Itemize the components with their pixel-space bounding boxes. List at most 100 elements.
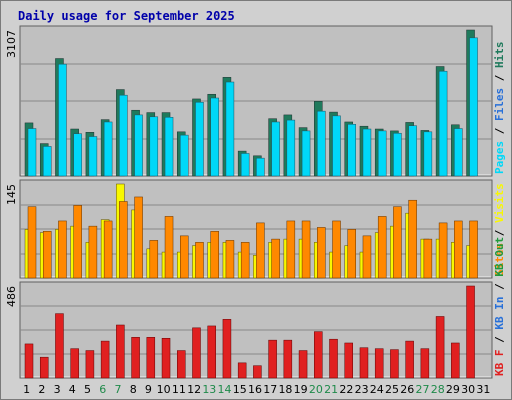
bar-sites-18 — [286, 220, 296, 279]
bar-kbf-26 — [405, 340, 414, 379]
bar-sites-13 — [210, 231, 219, 279]
x-tick-label: 21 — [324, 383, 338, 396]
bar-kbf-8 — [131, 337, 140, 379]
bar-kbf-30 — [466, 285, 475, 379]
bar-sites-4 — [73, 205, 82, 279]
x-tick-label: 11 — [172, 383, 186, 396]
bar-pages-30 — [469, 37, 478, 177]
bar-sites-5 — [88, 225, 98, 279]
bar-pages-17 — [271, 121, 280, 177]
bar-sites-16 — [256, 222, 265, 279]
bar-kbf-15 — [237, 362, 247, 379]
x-tick-label: 23 — [355, 383, 369, 396]
x-tick-label: 18 — [278, 383, 292, 396]
x-tick-label: 15 — [233, 383, 247, 396]
bar-pages-11 — [180, 134, 189, 177]
bar-sites-24 — [377, 216, 387, 279]
x-tick-label: 25 — [385, 383, 399, 396]
legend-segment: Hits — [493, 42, 506, 69]
bar-kbf-13 — [207, 325, 216, 379]
bar-kbf-4 — [70, 348, 79, 379]
x-tick-label: 14 — [218, 383, 232, 396]
bar-pages-21 — [332, 115, 341, 177]
bar-sites-30 — [469, 220, 478, 279]
bar-pages-14 — [225, 81, 235, 177]
bar-pages-6 — [103, 121, 113, 177]
bar-pages-22 — [347, 124, 356, 177]
bar-kbf-6 — [100, 340, 110, 379]
bar-pages-27 — [423, 131, 433, 177]
bar-pages-18 — [286, 119, 296, 177]
legend-segment: Files — [493, 88, 506, 121]
bar-pages-2 — [42, 146, 52, 177]
bar-kbf-18 — [283, 339, 293, 379]
legend-label: Pages / Files / Hits — [493, 42, 506, 175]
bar-sites-28 — [438, 222, 448, 279]
chart-title: Daily usage for September 2025 — [18, 9, 235, 23]
legend-segment: KB Out — [493, 237, 506, 277]
bar-pages-13 — [210, 97, 219, 177]
x-tick-label: 13 — [202, 383, 216, 396]
bar-sites-19 — [301, 220, 311, 279]
bar-kbf-7 — [116, 324, 125, 379]
panel-visits-sites: 145 Sites / Visits — [5, 179, 506, 279]
bar-sites-25 — [393, 206, 402, 279]
bar-kbf-9 — [146, 337, 156, 379]
x-tick-label: 28 — [431, 383, 445, 396]
bar-sites-23 — [362, 235, 372, 279]
bar-kbf-19 — [298, 350, 308, 379]
bar-pages-10 — [164, 117, 174, 177]
bar-kbf-21 — [329, 338, 338, 379]
bar-pages-29 — [454, 128, 463, 177]
bar-pages-5 — [88, 136, 98, 177]
bar-sites-29 — [454, 220, 463, 279]
bar-sites-26 — [408, 199, 417, 279]
bar-kbf-20 — [314, 331, 323, 379]
x-tick-label: 8 — [130, 383, 137, 396]
bar-kbf-24 — [374, 348, 384, 379]
x-tick-label: 5 — [84, 383, 91, 396]
x-tick-label: 9 — [145, 383, 152, 396]
bar-pages-24 — [377, 130, 387, 177]
x-tick-label: 31 — [476, 383, 490, 396]
bar-sites-8 — [134, 196, 143, 279]
bar-pages-20 — [317, 110, 326, 177]
legend-label: Sites / Visits — [493, 183, 506, 276]
bar-sites-27 — [423, 238, 433, 279]
bar-sites-9 — [149, 240, 159, 279]
x-tick-label: 16 — [248, 383, 262, 396]
bar-sites-11 — [180, 235, 189, 279]
bar-kbf-2 — [39, 356, 49, 379]
bar-kbf-25 — [390, 349, 399, 379]
bar-pages-25 — [393, 132, 402, 177]
bar-sites-12 — [195, 242, 204, 279]
legend-segment: Pages — [493, 141, 506, 174]
legend-segment: Sites — [493, 243, 506, 276]
bar-sites-7 — [119, 201, 128, 279]
x-tick-label: 22 — [339, 383, 353, 396]
bar-pages-3 — [58, 63, 67, 177]
bar-kbf-22 — [344, 342, 353, 379]
x-tick-label: 30 — [461, 383, 475, 396]
legend-segment: / — [493, 330, 506, 350]
x-tick-label: 10 — [157, 383, 171, 396]
bar-pages-12 — [195, 101, 204, 177]
bar-sites-3 — [58, 220, 67, 279]
y-max-label: 145 — [5, 184, 18, 205]
bar-kbf-14 — [222, 319, 232, 379]
x-tick-label: 12 — [187, 383, 201, 396]
y-max-label: 486 — [5, 286, 18, 307]
bar-kbf-28 — [435, 316, 445, 379]
bar-kbf-17 — [268, 339, 277, 379]
bar-pages-23 — [362, 128, 372, 177]
x-tick-label: 1 — [23, 383, 30, 396]
legend-segment: KB In — [493, 297, 506, 330]
bar-sites-10 — [164, 216, 174, 279]
bar-pages-26 — [408, 125, 417, 177]
x-tick-label: 7 — [114, 383, 121, 396]
bar-pages-16 — [256, 157, 265, 177]
legend-segment: / — [493, 277, 506, 297]
x-tick-label: 24 — [370, 383, 384, 396]
legend-segment: / — [493, 68, 506, 88]
x-tick-label: 3 — [54, 383, 61, 396]
